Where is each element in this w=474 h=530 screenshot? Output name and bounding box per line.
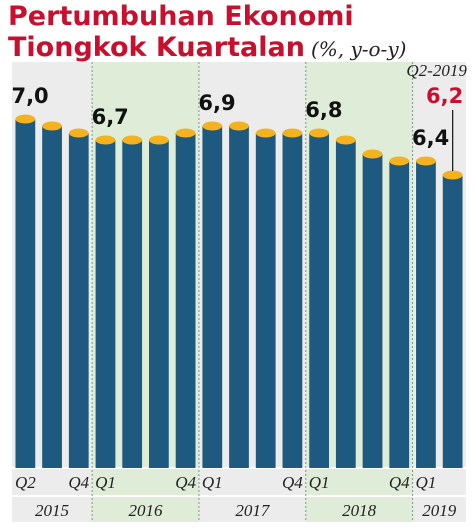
- bar-2016-Q2: [122, 140, 143, 468]
- chart-title-text: Tiongkok Kuartalan: [8, 32, 305, 63]
- quarter-label-2017-Q4: Q4: [282, 473, 303, 492]
- bar-top-2018-Q4: [389, 156, 410, 166]
- bar-top-2019-Q2: [442, 170, 463, 180]
- data-label-2019-Q1: 6,4: [412, 126, 449, 150]
- bar-top-2016-Q1: [95, 135, 116, 145]
- data-label-2017-Q1: 6,9: [198, 91, 235, 115]
- quarter-label-2019-Q1: Q1: [416, 473, 437, 492]
- bar-2019-Q2: [442, 175, 463, 468]
- year-label-2019: 2019: [422, 501, 457, 520]
- bar-top-2016-Q4: [175, 128, 196, 138]
- bar-top-2015-Q4: [68, 128, 89, 138]
- highlight-period-label: Q2-2019: [406, 61, 467, 80]
- bar-2015-Q2: [15, 119, 36, 468]
- data-label-2018-Q1: 6,8: [305, 98, 342, 122]
- bar-top-2018-Q3: [362, 149, 383, 159]
- year-label-2017: 2017: [235, 501, 271, 520]
- data-label-2019-Q2: 6,2: [426, 84, 463, 108]
- bar-top-2019-Q1: [416, 156, 436, 166]
- bar-top-2017-Q2: [229, 121, 249, 131]
- quarter-label-2017-Q1: Q1: [202, 473, 223, 492]
- quarter-label-2018-Q1: Q1: [309, 473, 330, 492]
- quarter-label-2015-Q4: Q4: [68, 473, 89, 492]
- bar-2017-Q1: [202, 126, 223, 468]
- quarter-label-2016-Q1: Q1: [95, 473, 116, 492]
- quarter-label-2015-Q2: Q2: [15, 473, 36, 492]
- year-label-2018: 2018: [342, 501, 377, 520]
- bar-top-2017-Q3: [255, 128, 276, 138]
- bar-2018-Q3: [362, 154, 383, 468]
- bar-top-2016-Q2: [122, 135, 143, 145]
- bar-top-2017-Q1: [202, 121, 223, 131]
- bar-2016-Q3: [149, 140, 169, 468]
- bar-2017-Q4: [282, 133, 303, 468]
- year-label-2015: 2015: [35, 501, 69, 520]
- bar-top-2018-Q2: [335, 135, 356, 145]
- quarter-label-2018-Q4: Q4: [389, 473, 410, 492]
- bar-2018-Q1: [309, 133, 329, 468]
- chart-title-line2: Tiongkok Kuartalan (%, y-o-y): [8, 33, 406, 64]
- bar-2015-Q3: [42, 126, 62, 468]
- bar-2018-Q4: [389, 161, 410, 468]
- bar-2016-Q1: [95, 140, 116, 468]
- bar-top-2015-Q3: [42, 121, 62, 131]
- quarter-label-2016-Q4: Q4: [175, 473, 196, 492]
- bar-2017-Q2: [229, 126, 249, 468]
- bar-2018-Q2: [335, 140, 356, 468]
- chart-unit: (%, y-o-y): [310, 37, 407, 61]
- bar-2015-Q4: [68, 133, 89, 468]
- bar-top-2015-Q2: [15, 114, 36, 124]
- year-label-2016: 2016: [129, 501, 164, 520]
- data-label-2015-Q2: 7,0: [11, 84, 48, 108]
- bar-2017-Q3: [255, 133, 276, 468]
- chart-title-line1: Pertumbuhan Ekonomi: [8, 1, 354, 32]
- data-label-2016-Q1: 6,7: [92, 105, 129, 129]
- bar-top-2016-Q3: [149, 135, 169, 145]
- bar-top-2017-Q4: [282, 128, 303, 138]
- bar-top-2018-Q1: [309, 128, 329, 138]
- bar-2019-Q1: [416, 161, 436, 468]
- bar-2016-Q4: [175, 133, 196, 468]
